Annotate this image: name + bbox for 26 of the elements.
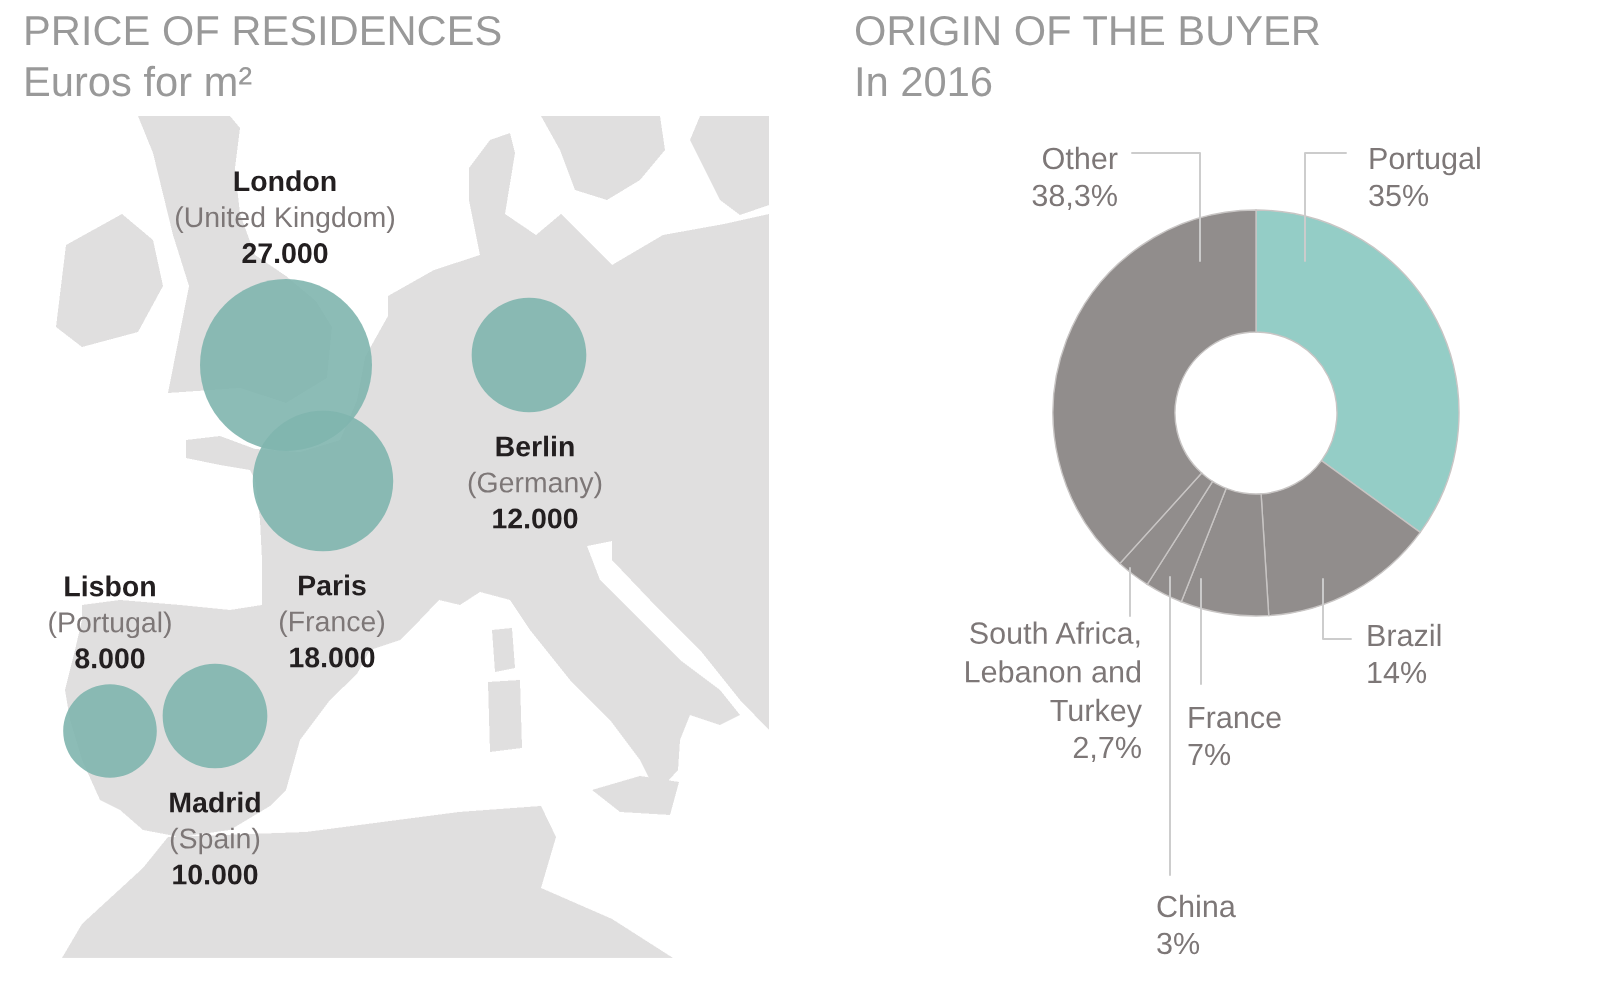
slice-label: Other <box>1043 146 1118 170</box>
category-label: London (United Kingdom) <box>176 170 395 233</box>
text: Euros for m² <box>26 65 252 97</box>
category-label: Berlin (Germany) <box>468 435 602 499</box>
slice-label: China <box>1157 894 1236 918</box>
slice-label: France <box>1189 706 1281 729</box>
slice-label: South Africa, Lebanon and Turkey <box>966 621 1142 728</box>
slice-label: Portugal <box>1370 146 1480 176</box>
category-label: Paris (France) <box>279 574 385 638</box>
data-label: 35% <box>1369 184 1429 207</box>
data-label: 10.000 <box>173 864 258 885</box>
text: PRICE OF RESIDENCES <box>26 15 501 46</box>
data-label: 7% <box>1188 743 1231 766</box>
category-label: Madrid (Spain) <box>170 791 260 855</box>
data-label: 38,3% <box>1032 184 1117 210</box>
data-label: 3% <box>1157 932 1200 955</box>
slice-label: Brazil <box>1368 623 1441 647</box>
data-label: 8.000 <box>75 648 145 669</box>
data-label: 14% <box>1368 661 1427 684</box>
data-label: 12.000 <box>493 508 578 529</box>
data-label: 18.000 <box>290 647 375 668</box>
chart-subtitle: In 2016 <box>857 66 992 97</box>
category-label: Lisbon (Portugal) <box>49 575 171 639</box>
data-label: 27.000 <box>242 243 328 264</box>
chart-title: ORIGIN OF THE BUYER <box>855 15 1319 46</box>
data-label: 2,7% <box>1073 736 1141 762</box>
